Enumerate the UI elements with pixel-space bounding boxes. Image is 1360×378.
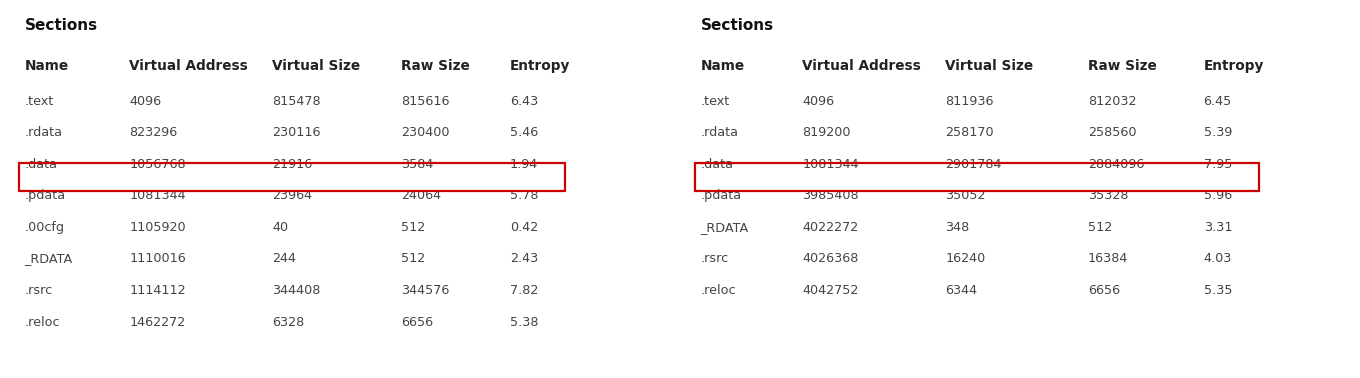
- Text: Raw Size: Raw Size: [1088, 59, 1157, 73]
- Text: 5.78: 5.78: [510, 189, 539, 203]
- Text: 258170: 258170: [945, 127, 994, 139]
- Text: 2884096: 2884096: [1088, 158, 1144, 171]
- Text: 5.39: 5.39: [1204, 127, 1232, 139]
- Text: 3.31: 3.31: [1204, 221, 1232, 234]
- Text: 6656: 6656: [401, 316, 434, 328]
- Text: 244: 244: [272, 253, 296, 265]
- Text: .00cfg: .00cfg: [24, 221, 64, 234]
- Text: Virtual Size: Virtual Size: [945, 59, 1034, 73]
- Text: Entropy: Entropy: [510, 59, 570, 73]
- Text: 512: 512: [1088, 221, 1112, 234]
- Text: .rdata: .rdata: [700, 127, 738, 139]
- Text: 348: 348: [945, 221, 970, 234]
- Text: 1081344: 1081344: [129, 189, 186, 203]
- Text: .data: .data: [24, 158, 57, 171]
- Text: 21916: 21916: [272, 158, 313, 171]
- Text: Sections: Sections: [24, 18, 98, 33]
- Text: 819200: 819200: [802, 127, 851, 139]
- Text: 40: 40: [272, 221, 288, 234]
- Text: Virtual Address: Virtual Address: [129, 59, 248, 73]
- Text: .text: .text: [24, 95, 54, 108]
- Text: _RDATA: _RDATA: [24, 253, 72, 265]
- Text: 4096: 4096: [129, 95, 162, 108]
- Text: 16384: 16384: [1088, 253, 1129, 265]
- Text: 5.38: 5.38: [510, 316, 539, 328]
- Text: .rsrc: .rsrc: [700, 253, 729, 265]
- Text: 6.43: 6.43: [510, 95, 539, 108]
- Text: .pdata: .pdata: [24, 189, 65, 203]
- Text: 35328: 35328: [1088, 189, 1129, 203]
- Text: .rdata: .rdata: [24, 127, 63, 139]
- Text: 6656: 6656: [1088, 284, 1121, 297]
- Text: .pdata: .pdata: [700, 189, 741, 203]
- Text: 815478: 815478: [272, 95, 321, 108]
- Text: 7.82: 7.82: [510, 284, 539, 297]
- Text: Virtual Size: Virtual Size: [272, 59, 360, 73]
- Text: Raw Size: Raw Size: [401, 59, 471, 73]
- Text: 344576: 344576: [401, 284, 450, 297]
- Text: 3985408: 3985408: [802, 189, 860, 203]
- Text: 4042752: 4042752: [802, 284, 858, 297]
- Text: Entropy: Entropy: [1204, 59, 1263, 73]
- Text: 4.03: 4.03: [1204, 253, 1232, 265]
- Text: 24064: 24064: [401, 189, 442, 203]
- Text: 6328: 6328: [272, 316, 305, 328]
- Text: 815616: 815616: [401, 95, 450, 108]
- Text: 0.42: 0.42: [510, 221, 539, 234]
- Text: 230400: 230400: [401, 127, 450, 139]
- Text: 6.45: 6.45: [1204, 95, 1232, 108]
- Text: 2901784: 2901784: [945, 158, 1002, 171]
- Text: 4022272: 4022272: [802, 221, 858, 234]
- Text: 1.94: 1.94: [510, 158, 539, 171]
- Text: .reloc: .reloc: [700, 284, 736, 297]
- Text: 512: 512: [401, 221, 426, 234]
- Text: 5.35: 5.35: [1204, 284, 1232, 297]
- Text: 5.96: 5.96: [1204, 189, 1232, 203]
- Text: 5.46: 5.46: [510, 127, 539, 139]
- Text: 1110016: 1110016: [129, 253, 186, 265]
- Text: 23964: 23964: [272, 189, 313, 203]
- Text: Sections: Sections: [700, 18, 774, 33]
- Text: 35052: 35052: [945, 189, 986, 203]
- Text: 1462272: 1462272: [129, 316, 185, 328]
- Text: Name: Name: [24, 59, 68, 73]
- Text: 512: 512: [401, 253, 426, 265]
- Text: .reloc: .reloc: [24, 316, 60, 328]
- Text: .rsrc: .rsrc: [24, 284, 53, 297]
- Text: 1114112: 1114112: [129, 284, 186, 297]
- Text: 823296: 823296: [129, 127, 177, 139]
- Text: 1105920: 1105920: [129, 221, 186, 234]
- Text: 1056768: 1056768: [129, 158, 186, 171]
- Text: Virtual Address: Virtual Address: [802, 59, 921, 73]
- Text: .text: .text: [700, 95, 730, 108]
- Text: 4026368: 4026368: [802, 253, 858, 265]
- Text: 7.95: 7.95: [1204, 158, 1232, 171]
- Text: 4096: 4096: [802, 95, 835, 108]
- Text: 16240: 16240: [945, 253, 986, 265]
- Text: Name: Name: [700, 59, 744, 73]
- Text: 3584: 3584: [401, 158, 434, 171]
- Text: 230116: 230116: [272, 127, 321, 139]
- Text: 2.43: 2.43: [510, 253, 539, 265]
- Text: .data: .data: [700, 158, 733, 171]
- Text: 811936: 811936: [945, 95, 994, 108]
- Text: 6344: 6344: [945, 284, 978, 297]
- Text: 812032: 812032: [1088, 95, 1137, 108]
- Text: 344408: 344408: [272, 284, 321, 297]
- Text: 1081344: 1081344: [802, 158, 860, 171]
- Text: _RDATA: _RDATA: [700, 221, 748, 234]
- Text: 258560: 258560: [1088, 127, 1137, 139]
